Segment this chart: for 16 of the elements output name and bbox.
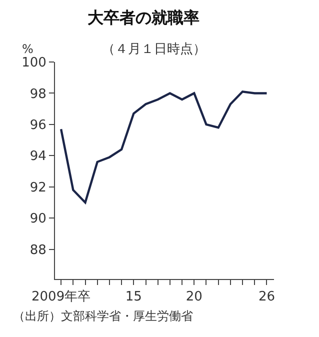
x-tick-label: 2009年卒 <box>32 290 91 305</box>
chart-title: 大卒者の就職率 <box>88 8 200 27</box>
y-tick-label: 100 <box>22 56 46 71</box>
y-tick-label: 90 <box>30 212 46 227</box>
x-tick-label: 26 <box>258 290 276 305</box>
y-tick-label: 98 <box>30 86 46 102</box>
y-tick-label: 96 <box>30 118 46 133</box>
y-axis-title: % <box>22 42 34 56</box>
line-series <box>60 90 268 204</box>
y-tick-label: 88 <box>30 242 46 258</box>
y-tick-label: 94 <box>30 149 46 164</box>
chart-subtitle: （４月１日時点） <box>102 42 206 57</box>
x-tick-label: 20 <box>186 290 202 305</box>
x-tick-label: 15 <box>125 290 142 305</box>
text: （出所）文部科学省・厚生労働省 <box>13 309 193 323</box>
y-tick-label: 92 <box>30 180 46 196</box>
